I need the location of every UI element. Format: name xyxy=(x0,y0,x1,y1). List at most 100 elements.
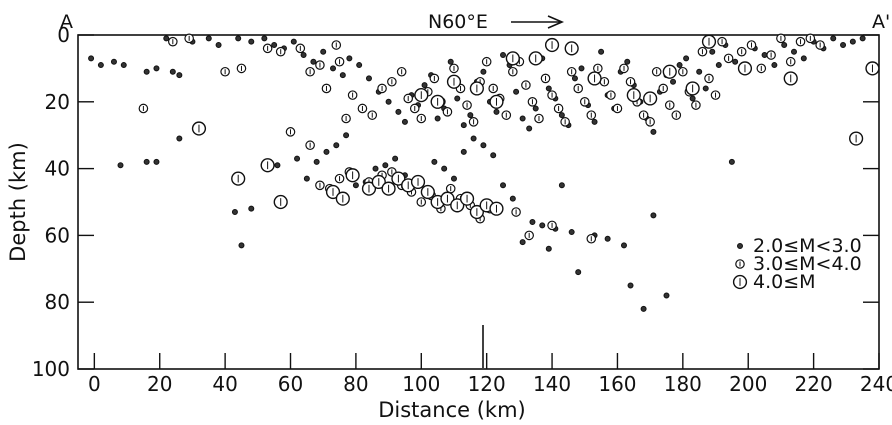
earthquake-point-small-72 xyxy=(683,55,690,62)
earthquake-point-small-96 xyxy=(176,135,183,142)
earthquake-point-small-119 xyxy=(470,135,477,142)
earthquake-point-mid-41 xyxy=(540,73,551,84)
earthquake-point-mid-56 xyxy=(638,110,649,120)
earthquake-point-mid-71 xyxy=(746,40,757,50)
earthquake-point-large-36 xyxy=(737,61,753,76)
earthquake-point-mid-68 xyxy=(717,36,727,47)
plot-border xyxy=(77,34,880,370)
earthquake-point-small-51 xyxy=(545,85,552,92)
magnitude-legend: 2.0≤M<3.03.0≤M<4.04.0≤M xyxy=(732,235,862,293)
earthquake-point-mid-4 xyxy=(236,63,247,74)
earthquake-point-small-130 xyxy=(568,229,575,236)
earthquake-point-small-104 xyxy=(323,148,330,155)
earthquake-point-mid-78 xyxy=(815,40,825,50)
earthquake-point-large-28 xyxy=(544,37,560,53)
earthquake-point-small-138 xyxy=(663,292,670,299)
earthquake-point-small-49 xyxy=(532,105,539,112)
earthquake-point-mid-32 xyxy=(481,56,492,67)
earthquake-point-mid-39 xyxy=(527,97,538,107)
earthquake-point-small-10 xyxy=(205,35,212,42)
earthquake-point-small-115 xyxy=(431,158,438,165)
earthquake-point-small-127 xyxy=(545,245,552,252)
earthquake-point-mid-8 xyxy=(305,66,315,77)
earthquake-point-small-67 xyxy=(650,128,657,135)
earthquake-point-large-16 xyxy=(450,198,465,213)
earthquake-point-small-55 xyxy=(571,75,578,82)
x-tick-label-100: 100 xyxy=(402,372,440,396)
legend-label-small: 2.0≤M<3.0 xyxy=(753,235,862,257)
earthquake-point-mid-98 xyxy=(511,207,521,217)
earthquake-point-mid-40 xyxy=(534,113,544,124)
earthquake-point-small-98 xyxy=(238,242,245,249)
earthquake-point-mid-44 xyxy=(560,117,570,127)
earthquake-point-mid-11 xyxy=(331,40,342,50)
earthquake-point-small-136 xyxy=(640,305,647,312)
earthquake-point-small-1 xyxy=(97,62,104,69)
earthquake-point-large-13 xyxy=(420,184,435,200)
earthquake-point-mid-7 xyxy=(295,43,306,54)
earthquake-point-large-27 xyxy=(528,51,543,66)
earthquake-point-small-84 xyxy=(781,42,788,49)
earthquake-point-large-5 xyxy=(335,191,350,206)
earthquake-point-large-21 xyxy=(414,88,429,103)
earthquake-point-small-92 xyxy=(859,35,866,42)
earthquake-point-mid-77 xyxy=(805,33,816,44)
earthquake-point-small-22 xyxy=(339,72,346,79)
earthquake-point-small-37 xyxy=(454,95,461,102)
earthquake-point-small-135 xyxy=(627,282,634,289)
earthquake-point-large-9 xyxy=(381,181,396,196)
earthquake-point-mid-81 xyxy=(315,180,325,191)
earthquake-point-mid-62 xyxy=(678,66,688,77)
earthquake-point-small-43 xyxy=(493,108,500,115)
earthquake-point-mid-14 xyxy=(347,90,358,100)
earthquake-point-mid-64 xyxy=(691,100,701,110)
earthquake-point-large-20 xyxy=(489,201,504,216)
earthquake-point-mid-45 xyxy=(566,66,577,77)
earthquake-point-large-12 xyxy=(410,174,426,190)
earthquake-point-small-97 xyxy=(231,209,238,216)
legend-item-mid: 3.0≤M<4.0 xyxy=(735,253,862,275)
earthquake-point-small-47 xyxy=(519,115,526,122)
x-tick-label-20: 20 xyxy=(147,372,172,396)
earthquake-point-small-48 xyxy=(526,125,533,132)
earthquake-point-mid-19 xyxy=(396,66,407,77)
earthquake-point-large-39 xyxy=(865,61,880,76)
legend-label-large: 4.0≤M xyxy=(753,271,816,293)
earthquake-point-large-22 xyxy=(430,94,445,109)
earthquake-point-small-46 xyxy=(513,88,520,95)
earthquake-point-mid-76 xyxy=(795,36,806,47)
earthquake-point-small-3 xyxy=(120,62,127,69)
earthquake-point-small-122 xyxy=(500,182,507,189)
earthquake-point-large-32 xyxy=(643,91,658,106)
earthquake-point-small-15 xyxy=(271,42,278,49)
earthquake-point-small-85 xyxy=(790,48,797,55)
earthquake-point-small-93 xyxy=(117,162,124,169)
earthquake-point-large-25 xyxy=(489,94,504,109)
earthquake-point-large-33 xyxy=(662,64,677,79)
earthquake-point-small-91 xyxy=(849,38,856,45)
y-tick-label-100: 100 xyxy=(32,357,70,381)
earthquake-point-small-14 xyxy=(261,35,268,42)
earthquake-point-small-59 xyxy=(598,48,605,55)
earthquake-point-mid-54 xyxy=(625,76,636,87)
earthquake-point-small-125 xyxy=(529,219,536,226)
earthquake-point-large-24 xyxy=(469,81,484,96)
earthquake-point-small-34 xyxy=(434,115,441,122)
earthquake-point-small-73 xyxy=(689,95,696,102)
earthquake-point-small-19 xyxy=(310,58,317,65)
earthquake-point-mid-33 xyxy=(488,83,499,94)
earthquake-point-mid-1 xyxy=(168,36,178,47)
earthquake-point-large-15 xyxy=(440,191,455,206)
earthquake-point-mid-42 xyxy=(547,90,557,100)
earthquake-point-mid-93 xyxy=(445,183,456,194)
earthquake-point-small-101 xyxy=(294,155,301,162)
earthquake-point-small-94 xyxy=(143,158,150,165)
earthquake-point-mid-5 xyxy=(262,43,273,54)
earthquake-point-mid-65 xyxy=(697,46,708,57)
x-tick-label-220: 220 xyxy=(795,372,833,396)
earthquake-point-small-111 xyxy=(392,155,399,162)
earthquake-point-small-41 xyxy=(480,68,487,75)
earthquake-point-small-20 xyxy=(320,48,327,55)
earthquake-point-small-131 xyxy=(575,269,582,276)
earthquake-point-small-7 xyxy=(176,72,183,79)
